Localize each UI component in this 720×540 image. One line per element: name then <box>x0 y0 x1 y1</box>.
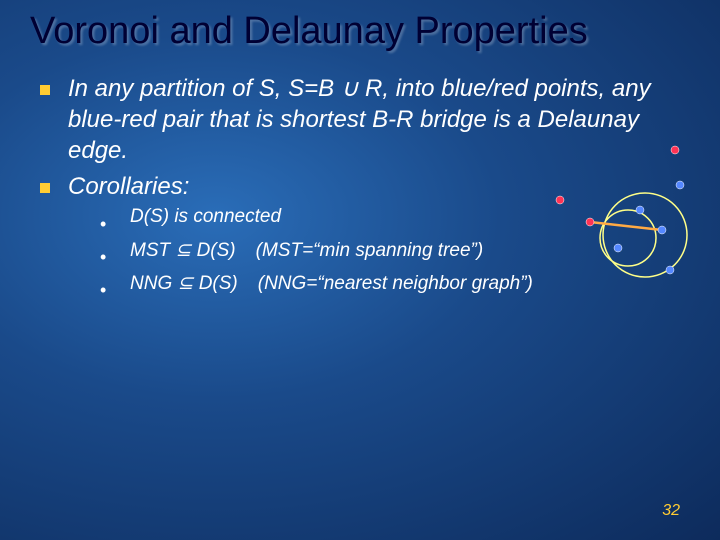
square-bullet-icon <box>40 183 50 193</box>
dot-bullet-icon: • <box>100 214 106 235</box>
sub-bullet-text: D(S) is connected <box>130 206 301 228</box>
sub-bullet-text: NNG ⊆ D(S)(NNG=“nearest neighbor graph”) <box>130 272 533 295</box>
delaunay-diagram <box>530 140 700 320</box>
bullet-text: Corollaries: <box>68 171 189 202</box>
page-number: 32 <box>662 502 680 520</box>
dot-bullet-icon: • <box>100 247 106 268</box>
dot-bullet-icon: • <box>100 280 106 301</box>
slide-title: Voronoi and Delaunay Properties <box>30 10 690 53</box>
square-bullet-icon <box>40 85 50 95</box>
sub-bullet-text: MST ⊆ D(S)(MST=“min spanning tree”) <box>130 239 483 262</box>
